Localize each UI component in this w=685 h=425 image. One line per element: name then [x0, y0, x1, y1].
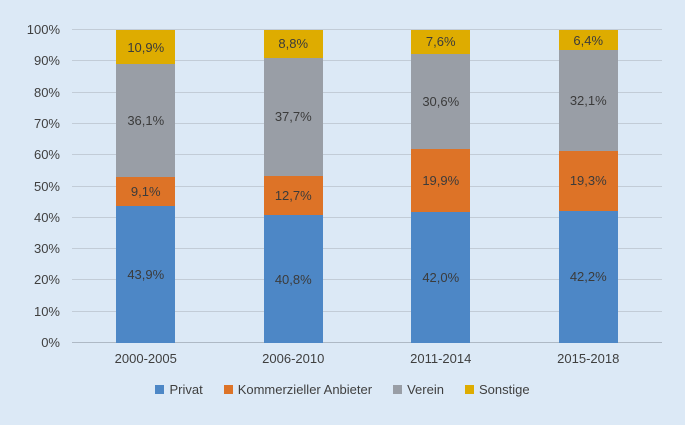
data-label: 43,9% [127, 266, 165, 282]
bar-segment-verein: 36,1% [116, 64, 176, 178]
data-label: 32,1% [569, 92, 607, 108]
legend-label: Verein [407, 382, 444, 397]
bar-segment-verein: 32,1% [558, 50, 618, 151]
legend-swatch-icon [155, 385, 165, 394]
bar-segment-kommerzieller-anbieter: 19,9% [411, 149, 471, 212]
data-label: 19,9% [422, 173, 460, 189]
bar-segment-kommerzieller-anbieter: 12,7% [263, 175, 323, 216]
y-axis-tick-label: 20% [33, 272, 60, 288]
y-axis-tick-label: 80% [33, 84, 60, 100]
gridline [72, 60, 662, 62]
legend: Privat Kommerzieller Anbieter Verein Sonsti… [0, 382, 685, 397]
legend-label: Sonstige [478, 382, 530, 397]
gridline [72, 29, 662, 30]
gridline [72, 279, 662, 281]
bar-segment-privat: 43,9% [116, 205, 176, 343]
x-axis-category-label: 2000-2005 [114, 351, 177, 366]
gridline [72, 248, 662, 250]
stacked-bar-2015-2018: 42,2% 19,3% 32,1% 6,4% [558, 30, 618, 343]
x-axis-category-label: 2011-2014 [410, 351, 472, 366]
data-label: 19,3% [569, 173, 607, 189]
gridline [72, 122, 662, 124]
x-axis-line [72, 342, 662, 343]
data-label: 36,1% [127, 113, 165, 129]
y-axis-tick-label: 100% [26, 22, 60, 37]
data-label: 10,9% [127, 39, 165, 55]
data-label: 40,8% [274, 271, 312, 287]
bar-segment-sonstige: 6,4% [558, 30, 618, 51]
plot-area: 0% 10% 20% 30% 40% 50% 60% 70% 80% 90% 100% 43,9% 9,… [27, 22, 662, 366]
legend-label: Kommerzieller Anbieter [237, 382, 373, 397]
legend-swatch-icon [393, 385, 403, 394]
legend-item-privat: Privat [155, 382, 203, 397]
y-axis-tick-label: 40% [33, 209, 60, 225]
bar-segment-kommerzieller-anbieter: 19,3% [558, 150, 618, 211]
legend-item-sonstige: Sonstige [464, 382, 530, 397]
stacked-bar-2006-2010: 40,8% 12,7% 37,7% 8,8% [263, 30, 323, 343]
gridline [72, 310, 662, 312]
legend-swatch-icon [223, 385, 233, 394]
data-label: 30,6% [422, 94, 460, 110]
bar-segment-privat: 42,2% [558, 210, 618, 343]
y-axis-tick-label: 10% [33, 303, 60, 319]
data-label: 7,6% [425, 34, 456, 50]
y-axis-tick-label: 50% [33, 178, 60, 194]
y-axis-tick-label: 90% [33, 53, 60, 69]
legend-item-verein: Verein [393, 382, 444, 397]
stacked-bar-2011-2014: 42,0% 19,9% 30,6% 7,6% [411, 30, 471, 343]
y-axis-tick-label: 70% [33, 115, 60, 131]
data-label: 6,4% [573, 32, 604, 48]
bar-segment-privat: 40,8% [263, 215, 323, 343]
data-label: 37,7% [274, 109, 312, 125]
data-label: 42,0% [422, 269, 460, 285]
gridline [72, 216, 662, 218]
data-label: 42,2% [569, 269, 607, 285]
gridline [72, 154, 662, 156]
stacked-bar-2000-2005: 43,9% 9,1% 36,1% 10,9% [116, 30, 176, 343]
bar-segment-verein: 37,7% [263, 57, 323, 176]
bar-segment-kommerzieller-anbieter: 9,1% [116, 177, 176, 206]
data-label: 8,8% [278, 36, 309, 52]
data-label: 9,1% [130, 183, 161, 199]
gridline [72, 91, 662, 93]
bar-segment-sonstige: 10,9% [116, 30, 176, 65]
legend-item-kommerzieller-anbieter: Kommerzieller Anbieter [223, 382, 373, 397]
gridline [72, 185, 662, 187]
y-axis-tick-label: 60% [33, 147, 60, 163]
x-axis-category-label: 2015-2018 [557, 351, 620, 366]
y-axis-tick-label: 0% [41, 335, 60, 350]
bar-segment-privat: 42,0% [411, 211, 471, 343]
legend-label: Privat [169, 382, 203, 397]
bar-segment-verein: 30,6% [411, 53, 471, 150]
legend-swatch-icon [464, 385, 474, 394]
x-axis-category-label: 2006-2010 [262, 351, 325, 366]
bar-segment-sonstige: 8,8% [263, 30, 323, 58]
y-axis-tick-label: 30% [33, 241, 60, 257]
bar-segment-sonstige: 7,6% [411, 30, 471, 54]
data-label: 12,7% [274, 187, 312, 203]
